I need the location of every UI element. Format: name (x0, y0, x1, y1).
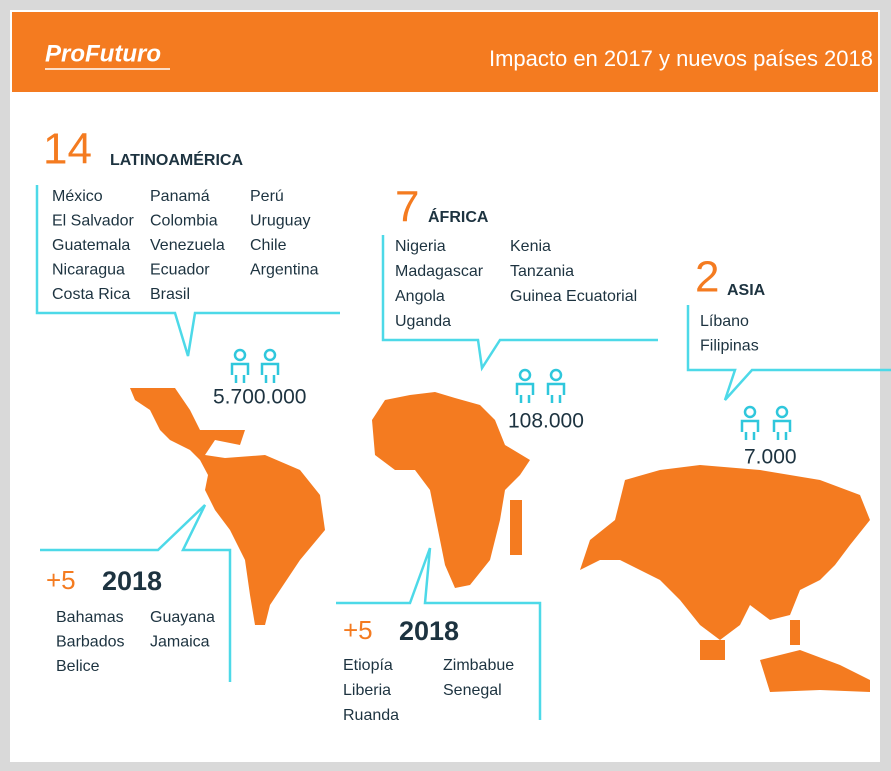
panel (10, 10, 880, 762)
country: Uganda (395, 313, 451, 330)
country: Etiopía (343, 657, 393, 674)
new-year: 2018 (102, 566, 162, 596)
callout (336, 547, 542, 720)
body (230, 362, 250, 383)
country: Madagascar (395, 263, 484, 280)
head (743, 405, 757, 419)
body (740, 419, 760, 440)
person-icon (546, 368, 566, 403)
beneficiaries: 5.700.000 (213, 386, 306, 409)
country: Argentina (250, 262, 319, 279)
header-bar (12, 12, 878, 92)
country: Kenia (510, 238, 551, 255)
person-icon (260, 348, 280, 383)
body (546, 382, 566, 403)
region-count: 2 (695, 253, 719, 302)
callout (381, 235, 658, 372)
country: Barbados (56, 634, 125, 651)
head (518, 368, 532, 382)
person-icon (230, 348, 250, 383)
country: Uruguay (250, 213, 310, 230)
country: Tanzania (510, 263, 574, 280)
person-icon (772, 405, 792, 440)
country: Filipinas (700, 338, 759, 355)
body (772, 419, 792, 440)
body (515, 382, 535, 403)
country: Ruanda (343, 707, 399, 724)
map-africa (372, 392, 530, 588)
country: Belice (56, 658, 100, 675)
region-name: ASIA (727, 282, 766, 299)
country: Liberia (343, 682, 391, 699)
head (549, 368, 563, 382)
country: Brasil (150, 286, 190, 303)
country: Jamaica (150, 634, 210, 651)
country: Zimbabue (443, 657, 514, 674)
country: El Salvador (52, 213, 134, 230)
country: Panamá (150, 188, 210, 205)
region-name: LATINOAMÉRICA (110, 150, 243, 169)
new-year: 2018 (399, 616, 459, 646)
brand: ProFuturo (45, 40, 161, 67)
callout (686, 305, 891, 401)
new-count: +5 (343, 615, 373, 645)
region-count: 7 (395, 183, 419, 232)
head (233, 348, 247, 362)
callout (35, 185, 340, 357)
country: Guinea Ecuatorial (510, 288, 637, 305)
country: Senegal (443, 682, 502, 699)
country: Nicaragua (52, 262, 125, 279)
country: México (52, 188, 103, 205)
country: Venezuela (150, 237, 225, 254)
callout (40, 504, 232, 682)
beneficiaries: 7.000 (744, 446, 797, 469)
head (775, 405, 789, 419)
header-title: Impacto en 2017 y nuevos países 2018 (489, 46, 873, 71)
country: Nigeria (395, 238, 446, 255)
body (260, 362, 280, 383)
country: Guatemala (52, 237, 130, 254)
country: Líbano (700, 313, 749, 330)
region-name: ÁFRICA (428, 207, 489, 226)
person-icon (740, 405, 760, 440)
icons (230, 348, 792, 440)
country: Colombia (150, 213, 218, 230)
country: Bahamas (56, 609, 124, 626)
head (263, 348, 277, 362)
country: Guayana (150, 609, 215, 626)
content: 14 LATINOAMÉRICA 5.700.000 7 ÁFRICA 108.… (43, 125, 797, 725)
person-icon (515, 368, 535, 403)
country: Chile (250, 237, 287, 254)
map-americas (130, 388, 325, 625)
map-asia (580, 465, 870, 692)
country: Ecuador (150, 262, 210, 279)
beneficiaries: 108.000 (508, 410, 584, 433)
new-count: +5 (46, 565, 76, 595)
country: Costa Rica (52, 286, 130, 303)
country: Angola (395, 288, 445, 305)
region-count: 14 (43, 125, 92, 174)
country: Perú (250, 188, 284, 205)
